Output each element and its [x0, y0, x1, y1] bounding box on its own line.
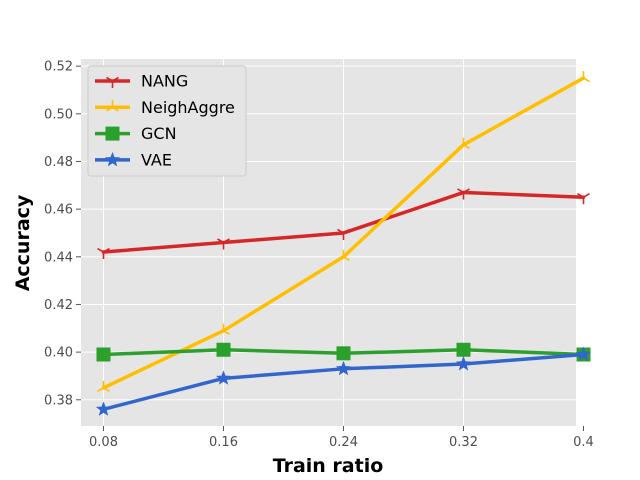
data-point-neighaggre	[97, 380, 110, 393]
data-point-neighaggre	[217, 323, 230, 335]
data-point-gcn	[336, 346, 351, 361]
legend-label-nang: NANG	[141, 72, 188, 91]
legend: NANG NeighAggre GCN VAE	[87, 65, 247, 177]
x-tick-label: 0.16	[209, 435, 238, 450]
data-point-vae	[335, 360, 352, 376]
legend-label-gcn: GCN	[141, 124, 177, 143]
data-point-vae	[575, 346, 592, 361]
legend-box	[87, 65, 247, 177]
series-vae	[95, 346, 592, 416]
y-tick-label: 0.42	[44, 298, 73, 313]
x-tick-label: 0.08	[89, 435, 118, 450]
data-point-nang	[337, 228, 350, 240]
legend-item-neighaggre: NeighAggre	[95, 98, 235, 117]
legend-marker-nang	[106, 76, 119, 88]
legend-marker-neighaggre	[106, 100, 119, 112]
data-point-vae	[95, 401, 112, 416]
data-point-vae	[455, 356, 472, 371]
x-tick-label: 0.24	[329, 435, 358, 450]
x-axis-ticks: 0.08 0.16 0.24 0.32 0.4	[89, 426, 594, 450]
y-axis-ticks: 0.38 0.40 0.42 0.44 0.46 0.48 0.50 0.52	[44, 60, 81, 408]
data-point-gcn	[456, 342, 471, 357]
y-tick-label: 0.44	[44, 250, 73, 265]
data-point-vae	[215, 370, 232, 385]
series-group	[95, 71, 592, 416]
y-tick-label: 0.40	[44, 346, 73, 361]
data-point-nang	[457, 188, 470, 200]
legend-item-nang: NANG	[95, 72, 188, 91]
data-point-gcn	[216, 342, 231, 357]
y-tick-label: 0.50	[44, 107, 73, 122]
data-point-neighaggre	[457, 137, 470, 149]
data-point-nang	[97, 247, 110, 260]
y-axis-label: Accuracy	[12, 194, 34, 291]
y-tick-label: 0.52	[44, 60, 73, 75]
data-point-nang	[577, 193, 590, 205]
y-tick-label: 0.48	[44, 155, 73, 170]
data-point-neighaggre	[337, 249, 350, 261]
x-tick-label: 0.32	[449, 435, 478, 450]
legend-item-vae: VAE	[95, 150, 172, 169]
legend-item-gcn: GCN	[95, 124, 177, 143]
y-tick-label: 0.46	[44, 203, 73, 218]
legend-marker-vae	[104, 151, 121, 167]
legend-label-neighaggre: NeighAggre	[141, 98, 235, 117]
data-point-neighaggre	[577, 71, 590, 83]
x-tick-label: 0.4	[573, 435, 594, 450]
data-point-gcn	[96, 347, 111, 362]
legend-label-vae: VAE	[141, 150, 172, 169]
data-point-nang	[217, 238, 230, 250]
series-nang	[97, 188, 590, 260]
y-tick-label: 0.38	[44, 393, 73, 408]
legend-marker-gcn	[105, 126, 120, 141]
x-axis-label: Train ratio	[273, 455, 384, 477]
